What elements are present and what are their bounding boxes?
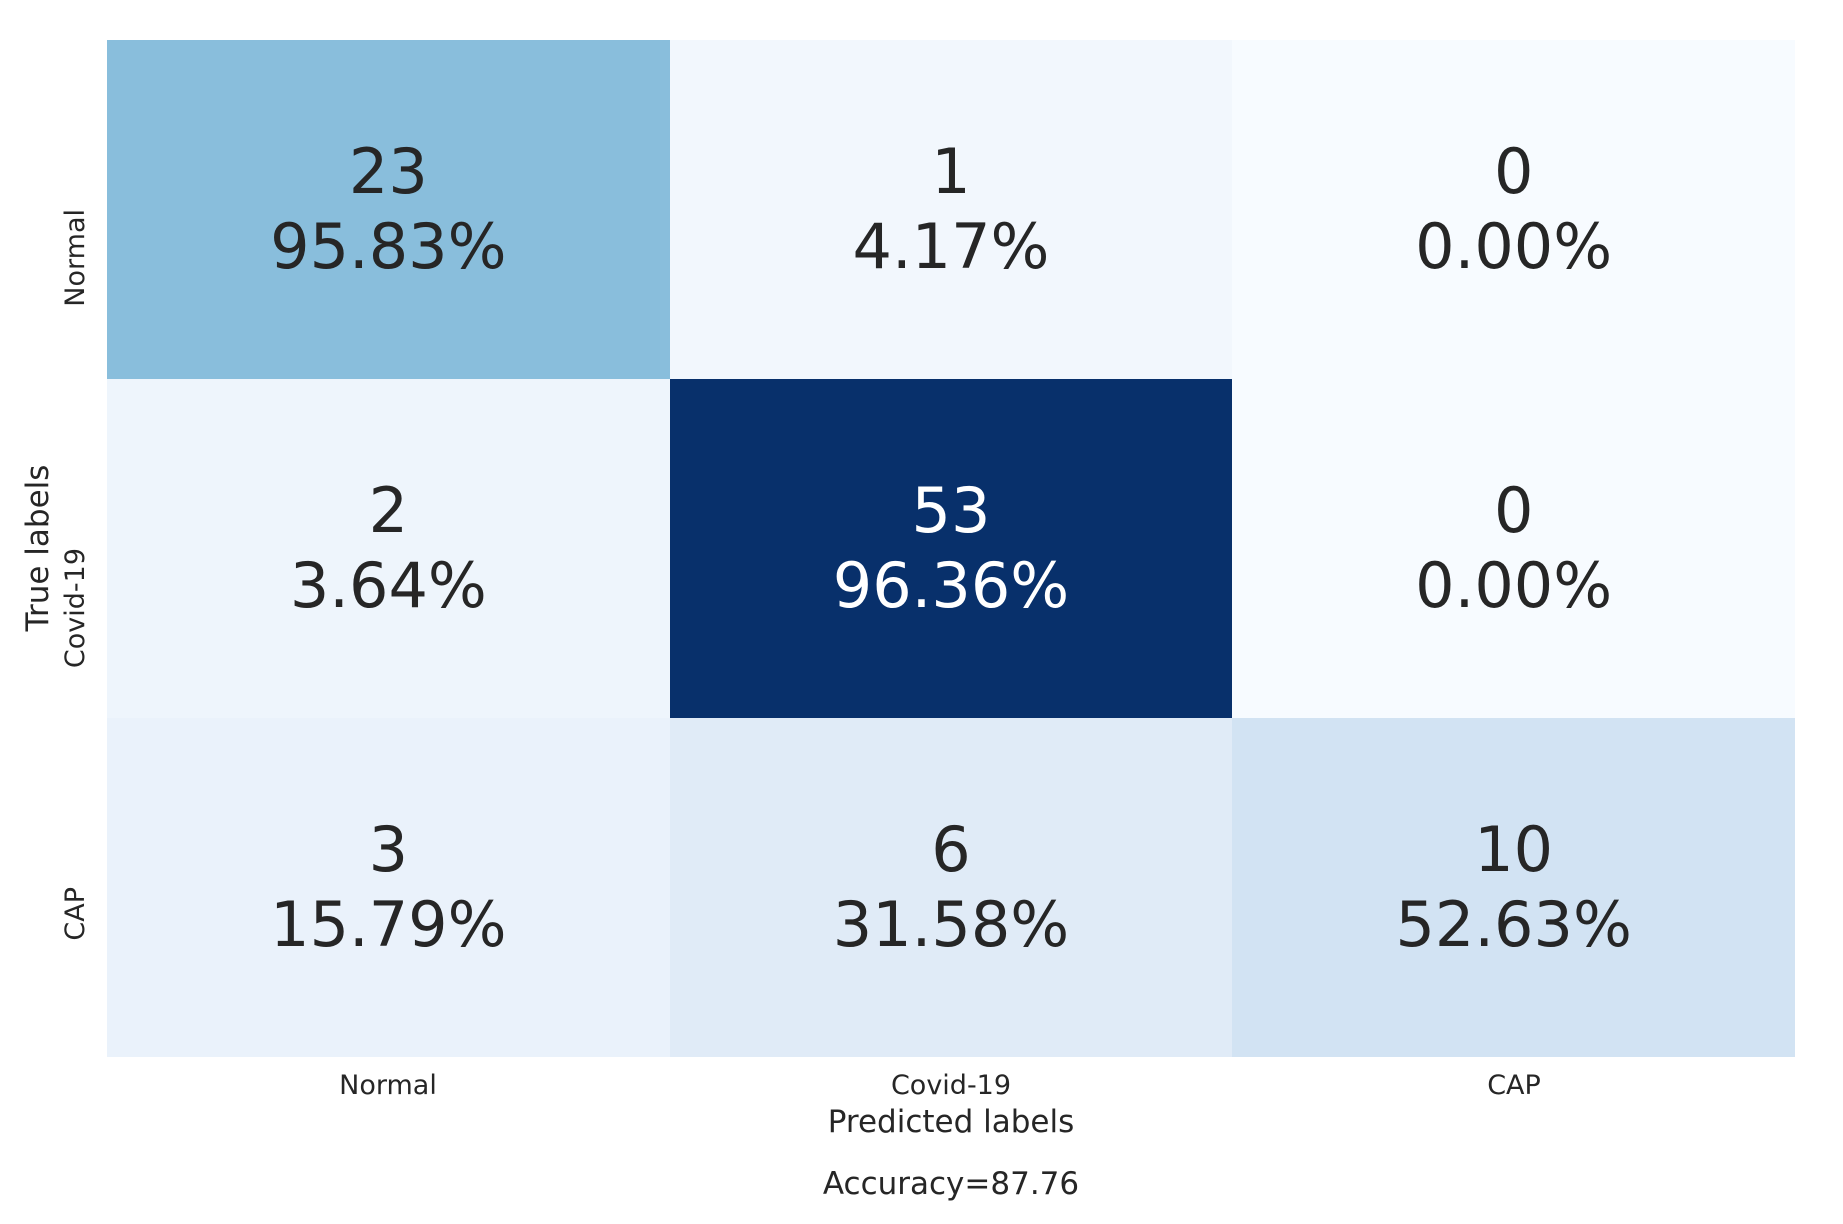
cell-cap-normal: 3 15.79% <box>107 718 670 1057</box>
cell-count: 10 <box>1474 813 1554 887</box>
cell-percent: 4.17% <box>852 209 1050 283</box>
x-axis-label: Predicted labels <box>827 1104 1075 1140</box>
y-tick-covid19: Covid-19 <box>60 548 91 669</box>
cell-percent: 52.63% <box>1395 887 1632 961</box>
cell-covid19-cap: 0 0.00% <box>1232 379 1795 718</box>
cell-percent: 31.58% <box>832 887 1070 961</box>
cell-count: 1 <box>931 135 971 209</box>
cell-count: 2 <box>368 474 409 548</box>
cell-count: 23 <box>348 135 428 209</box>
cell-percent: 96.36% <box>832 548 1070 622</box>
cell-normal-covid19: 1 4.17% <box>669 40 1233 379</box>
cell-count: 0 <box>1493 474 1534 548</box>
cell-normal-normal: 23 95.83% <box>107 40 670 379</box>
heatmap-grid: 23 95.83% 1 4.17% 0 0.00% 2 3.64% 53 96.… <box>107 40 1795 1057</box>
y-tick-normal: Normal <box>60 209 91 307</box>
x-tick-covid19: Covid-19 <box>890 1070 1012 1101</box>
cell-percent: 95.83% <box>270 209 507 283</box>
x-tick-normal: Normal <box>339 1070 437 1101</box>
y-axis-label: True labels <box>20 464 56 632</box>
cell-percent: 0.00% <box>1415 209 1613 283</box>
cell-count: 0 <box>1493 135 1534 209</box>
cell-covid19-normal: 2 3.64% <box>107 379 670 718</box>
x-tick-cap: CAP <box>1487 1070 1541 1101</box>
cell-count: 53 <box>911 474 991 548</box>
cell-percent: 0.00% <box>1415 548 1613 622</box>
cell-cap-covid19: 6 31.58% <box>669 718 1233 1057</box>
cell-cap-cap: 10 52.63% <box>1232 718 1795 1057</box>
y-tick-cap: CAP <box>60 887 91 941</box>
cell-covid19-covid19: 53 96.36% <box>669 379 1233 718</box>
cell-percent: 3.64% <box>289 548 487 622</box>
cell-normal-cap: 0 0.00% <box>1232 40 1795 379</box>
cell-count: 6 <box>931 813 971 887</box>
accuracy-label: Accuracy=87.76 <box>822 1166 1080 1202</box>
cell-count: 3 <box>368 813 409 887</box>
cell-percent: 15.79% <box>270 887 507 961</box>
